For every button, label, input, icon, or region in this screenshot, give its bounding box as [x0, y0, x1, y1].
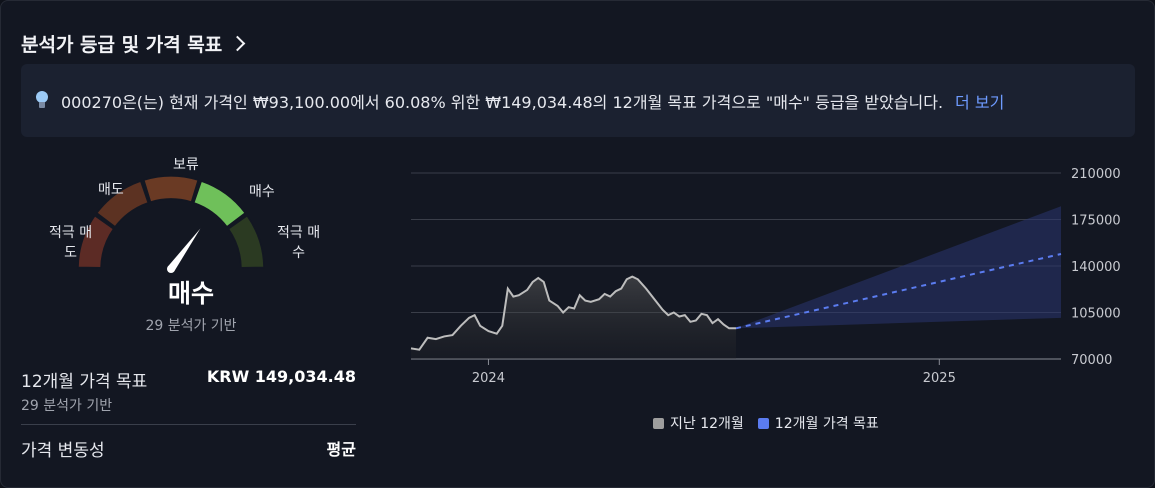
- legend-target[interactable]: 12개월 가격 목표: [757, 413, 879, 433]
- segment-hold: [142, 175, 200, 203]
- past-price-line: [410, 275, 736, 351]
- price-chart-svg: 210000 175000 140000 105000 70000 2024 2025: [410, 167, 1121, 386]
- forecast-band: [736, 206, 1061, 329]
- price-target-label: 12개월 가격 목표: [21, 372, 148, 392]
- rating-gauge: 적극 매 도 매도 보류 매수 적극 매 수 매수 29 분석가 기반: [41, 151, 341, 351]
- legend-past-label: 지난 12개월: [670, 416, 744, 432]
- read-more-link[interactable]: 더 보기: [955, 92, 1005, 112]
- legend-target-label: 12개월 가격 목표: [774, 416, 879, 432]
- rating-basis: 29 분석가 기반: [145, 318, 237, 334]
- gauge-label-hold: 보류: [173, 157, 199, 173]
- summary-text: 000270은(는) 현재 가격인 ₩93,100.00에서 60.08% 위한…: [61, 92, 944, 112]
- chart-legend: 지난 12개월 12개월 가격 목표: [653, 413, 879, 433]
- volatility-label: 가격 변동성: [21, 441, 105, 461]
- price-chart: 210000 175000 140000 105000 70000 2024 2025: [406, 151, 1126, 451]
- gauge-label-sell: 매도: [98, 182, 124, 198]
- segment-strong-sell: [77, 214, 115, 269]
- gauge-label-strong-buy: 적극 매 수: [277, 225, 321, 261]
- y-tick-label: 105000: [1071, 307, 1121, 322]
- legend-target-swatch: [757, 417, 769, 429]
- price-target-basis: 29 분석가 기반: [21, 398, 113, 414]
- y-tick-label: 70000: [1071, 353, 1112, 368]
- segment-strong-buy: [227, 214, 265, 269]
- legend-past-swatch: [653, 417, 664, 429]
- chevron-right-icon: [229, 35, 246, 51]
- gauge-needle-pivot: [167, 265, 175, 273]
- y-tick-label: 175000: [1071, 214, 1121, 229]
- gauge-label-strong-sell: 적극 매 도: [49, 225, 93, 261]
- lightbulb-icon: [35, 90, 49, 111]
- summary-banner: 000270은(는) 현재 가격인 ₩93,100.00에서 60.08% 위한…: [21, 64, 1135, 137]
- x-tick-label: 2024: [472, 371, 505, 386]
- volatility-row: 가격 변동성 평균: [21, 436, 356, 461]
- volatility-value: 평균: [326, 440, 356, 459]
- past-area: [411, 276, 736, 359]
- price-target-row: 12개월 가격 목표 KRW 149,034.48: [21, 367, 356, 392]
- section-title-text: 분석가 등급 및 가격 목표: [21, 33, 223, 56]
- gauge-label-buy: 매수: [249, 184, 275, 200]
- price-target-value: KRW 149,034.48: [206, 367, 356, 386]
- segment-sell: [95, 180, 150, 228]
- y-tick-label: 140000: [1071, 260, 1121, 275]
- rating-value: 매수: [167, 279, 214, 308]
- gauge-arc: [77, 175, 265, 273]
- y-tick-label: 210000: [1071, 167, 1121, 182]
- x-tick-label: 2025: [923, 371, 956, 386]
- section-title[interactable]: 분석가 등급 및 가격 목표: [21, 31, 246, 56]
- gauge-needle: [167, 228, 201, 272]
- legend-past[interactable]: 지난 12개월: [653, 413, 744, 433]
- divider: [21, 424, 356, 425]
- segment-buy: [192, 180, 247, 228]
